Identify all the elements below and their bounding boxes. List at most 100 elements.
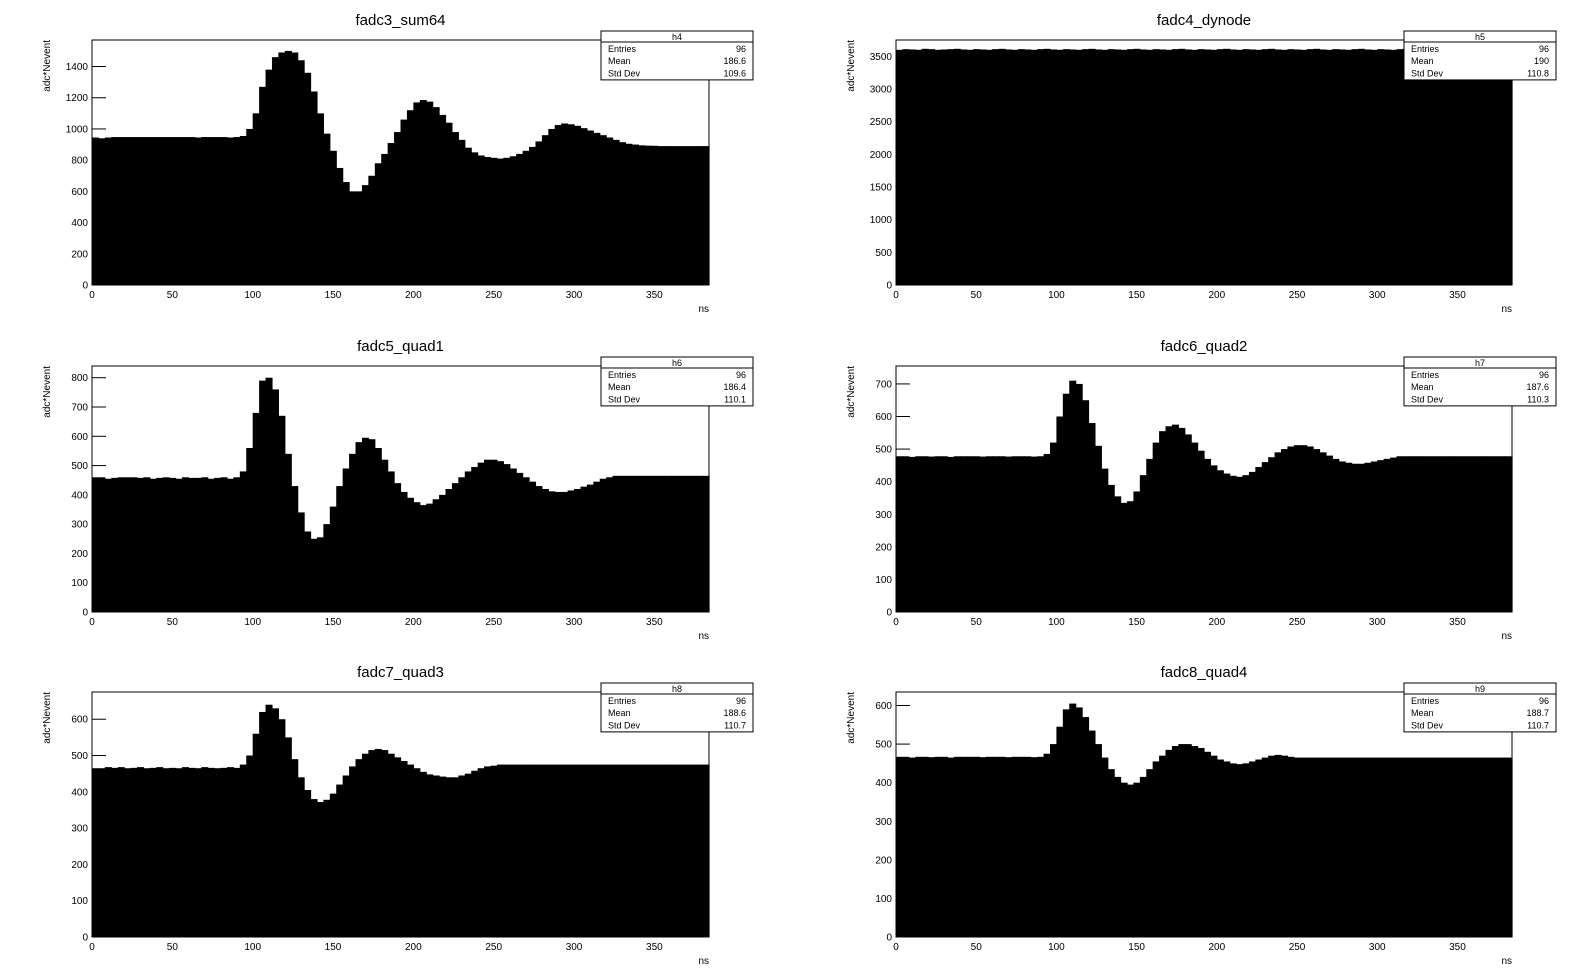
histogram-panel-fadc3_sum64: fadc3_sum64 0 50 100 150 200 250 300 350 0 200 400 6… [42,12,754,315]
histogram-bar [1037,456,1045,612]
histogram-bar [149,478,157,612]
histogram-bar [1216,470,1224,612]
histogram-bar [1204,458,1212,612]
histogram-bar [689,475,697,612]
histogram-bar [484,766,492,937]
histogram-bar [1088,423,1096,612]
y-tick-label: 1500 [870,183,893,194]
histogram-bar [902,456,910,612]
stats-box: h5 Entries 96 Mean 190 Std Dev 110.8 [1403,30,1557,81]
histogram-bar [355,191,363,285]
histogram-bar [445,489,453,612]
y-tick-label: 300 [875,817,892,828]
histogram-bar [323,799,331,937]
histogram-bar [1454,49,1462,286]
histogram-bar [291,759,299,937]
stats-box-frame [1403,682,1557,733]
histogram-bar [631,764,639,937]
histogram-bar [284,737,292,937]
histogram-bar [1505,49,1513,285]
histogram-bar [953,756,961,937]
histogram-bar [1024,756,1032,937]
histogram-bar [1313,757,1321,937]
histogram-bar [291,52,299,286]
x-tick-label: 350 [1449,617,1466,628]
histogram-bar [381,750,389,937]
histogram-bar [1191,442,1199,612]
histogram-bar [439,114,447,286]
stats-label: Std Dev [608,720,641,730]
histogram-bar [1415,456,1423,612]
histogram-bar [1017,756,1025,937]
histogram-bar [355,759,363,937]
histogram-bar [509,468,517,612]
x-tick-label: 100 [1048,617,1065,628]
histogram-bar [1107,484,1115,612]
histogram-bar [612,139,620,285]
histogram-bar [985,756,993,937]
histogram-bar [1274,452,1282,612]
histogram-bar [676,475,684,612]
histogram-bar [1325,455,1333,612]
histogram-bar [1428,757,1436,937]
x-tick-label: 150 [1128,290,1145,301]
histogram-bar [1300,445,1308,612]
x-tick-label: 300 [1369,290,1386,301]
histogram-bar [503,157,511,285]
stats-label: Entries [1411,370,1440,380]
histogram-bar [696,764,704,937]
histogram-bar [998,756,1006,937]
histogram-bar [921,48,929,285]
histogram-panel-fadc6_quad2: fadc6_quad2 0 50 100 150 200 250 300 350 0 100 200 3… [846,338,1557,642]
histogram-bar [1364,49,1372,286]
histogram-bar [181,767,190,937]
stats-value: 96 [736,370,746,380]
histogram-bar [297,60,305,286]
histogram-bar [432,775,440,937]
histogram-bar [175,137,183,285]
histogram-bar [194,768,202,937]
y-tick-label: 300 [875,510,892,521]
histogram-bar [349,766,357,937]
histogram-bar [934,456,942,612]
histogram-bar [117,477,125,612]
histogram-bar [143,477,151,612]
histogram-bar [1139,475,1147,612]
histogram-bar [1505,757,1513,937]
histogram-bar [960,49,968,286]
histogram-bar [619,142,627,285]
histogram-bar [432,107,440,285]
histogram-bar [631,475,639,612]
histogram-bar [1101,468,1109,612]
y-tick-label: 0 [82,933,88,944]
histogram-bar [702,146,710,285]
histogram-bar [1409,757,1417,937]
y-tick-label: 0 [82,608,88,619]
histogram-bar [214,137,222,285]
histogram-bar [702,475,710,612]
histogram-bar [1479,456,1487,612]
histogram-bar [98,138,106,285]
histogram-bar [503,764,511,937]
histogram-bar [934,49,942,285]
histogram-bar [1133,491,1141,612]
histogram-bar [220,137,228,285]
histogram-bar [156,137,164,285]
y-axis-label: adc*Nevent [846,40,857,92]
histogram-bar [458,775,466,937]
histogram-bar [136,137,145,285]
histogram-bar [496,461,504,612]
histogram-bar [651,475,659,612]
histogram-bar [567,490,575,612]
histogram-bar [304,790,312,937]
histogram-bar [522,477,530,612]
histogram-bar [676,146,684,285]
histogram-bar [567,124,575,285]
histogram-bar [1159,755,1167,937]
stats-value: 186.6 [723,56,746,66]
histogram-bar [297,512,305,612]
histogram-bar [1358,757,1366,937]
histogram-bar [1435,49,1443,285]
histogram-bar [284,453,292,612]
histogram-bar [896,49,904,285]
